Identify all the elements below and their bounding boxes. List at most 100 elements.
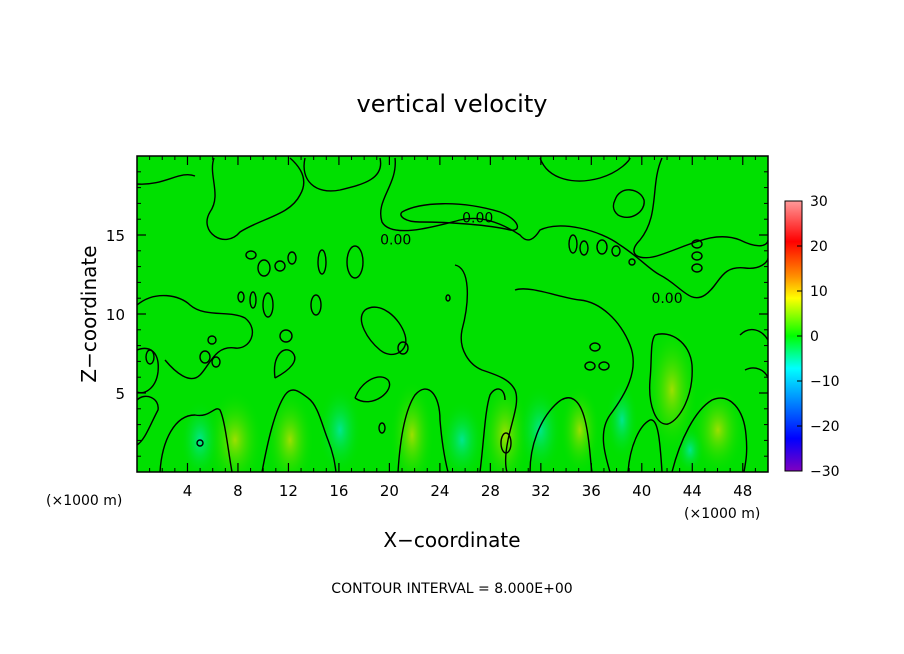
y-tick-label: 15 — [106, 227, 125, 245]
contour-line — [262, 292, 274, 318]
contour-line — [257, 259, 271, 277]
cool-cell — [676, 426, 704, 472]
contour-line — [346, 245, 364, 279]
contour-line — [287, 251, 297, 265]
y-tick-label: 5 — [115, 385, 125, 403]
contour-line — [627, 419, 663, 472]
x-unit-label-right: (×1000 m) — [684, 506, 760, 522]
x-tick-label: 12 — [279, 482, 298, 500]
contour-line — [500, 432, 512, 454]
contour-line — [196, 439, 204, 447]
colorbar-tick-label: 30 — [810, 194, 828, 210]
contour-line — [691, 239, 703, 249]
x-tick-label: 40 — [632, 482, 651, 500]
x-tick-label: 48 — [733, 482, 752, 500]
contour-line — [568, 234, 578, 254]
x-tick-label: 44 — [683, 482, 702, 500]
contour-line — [739, 328, 768, 341]
contour-line — [649, 333, 693, 425]
contour-labels: 0.00 0.00 0.00 — [380, 211, 683, 308]
contour-line — [633, 157, 768, 259]
contour-line — [514, 288, 634, 472]
y-tick-label: 10 — [106, 306, 125, 324]
contour-line — [596, 239, 608, 255]
contour-line — [354, 376, 391, 403]
contour-label: 0.00 — [380, 233, 411, 249]
contour-line — [137, 395, 159, 446]
x-tick-label: 24 — [430, 482, 449, 500]
contour-line — [397, 388, 449, 472]
contour-line — [159, 408, 233, 472]
contour-line — [691, 251, 703, 261]
contour-line — [529, 397, 593, 472]
colorbar-tick-label: 10 — [810, 284, 828, 300]
warm-cell — [692, 385, 744, 472]
cool-cell — [440, 400, 484, 472]
contour-line — [273, 349, 296, 379]
cool-cell — [180, 400, 220, 472]
contour-line — [137, 347, 159, 394]
contour-line — [211, 356, 221, 368]
x-tick-label: 28 — [481, 482, 500, 500]
contour-line — [310, 294, 322, 316]
contour-line — [261, 389, 337, 472]
x-tick-label: 8 — [233, 482, 243, 500]
cool-cell — [606, 380, 638, 460]
contour-line — [691, 263, 703, 273]
contour-line — [397, 341, 409, 355]
colorbar-tick-label: 20 — [810, 239, 828, 255]
contour-label: 0.00 — [462, 211, 493, 227]
contour-line — [137, 294, 254, 380]
colorbar-ticks: 30 20 10 0 −10 −20 −30 — [797, 194, 840, 480]
contour-line — [249, 291, 257, 309]
warm-cell — [646, 325, 698, 455]
x-axis-label: X−coordinate — [383, 528, 520, 552]
contour-line — [479, 388, 506, 472]
chart-title: vertical velocity — [357, 90, 548, 118]
contour-line — [579, 240, 589, 256]
contour-line — [598, 361, 610, 371]
colorbar-tick-label: 0 — [810, 329, 819, 345]
contour-label: 0.00 — [651, 291, 682, 307]
contour-line — [245, 250, 257, 260]
colorbar-tick-label: −20 — [810, 419, 840, 435]
contour-line — [145, 349, 155, 365]
contour-line — [589, 342, 601, 352]
contour-line — [611, 245, 621, 257]
contour-line — [454, 264, 518, 472]
contour-line — [400, 203, 519, 231]
x-tick-label: 32 — [531, 482, 550, 500]
contour-line — [206, 157, 305, 240]
contour-line — [303, 157, 382, 192]
contour-line — [380, 157, 768, 299]
contour-line — [279, 329, 293, 343]
contour-line — [584, 361, 596, 371]
contour-line — [317, 249, 327, 275]
contour-interval-footer: CONTOUR INTERVAL = 8.000E+00 — [331, 581, 572, 597]
cool-cell — [518, 385, 562, 472]
colorbar-tick-label: −10 — [810, 374, 840, 390]
contour-line — [539, 157, 631, 182]
contour-line — [274, 260, 286, 272]
contour-line — [671, 397, 748, 472]
contour-line — [612, 189, 645, 218]
x-tick-label: 20 — [380, 482, 399, 500]
x-tick-label: 16 — [329, 482, 348, 500]
contour-line — [628, 258, 636, 266]
x-unit-label-left: (×1000 m) — [46, 493, 122, 509]
y-axis-label: Z−coordinate — [77, 245, 101, 382]
x-tick-label: 36 — [582, 482, 601, 500]
warm-cell — [266, 390, 314, 472]
x-tick-label: 4 — [183, 482, 193, 500]
colorbar-tick-label: −30 — [810, 464, 840, 480]
contour-line — [207, 335, 217, 345]
contour-lines — [137, 157, 768, 472]
cool-cell — [318, 385, 362, 472]
contour-line — [137, 174, 196, 185]
contour-line — [199, 350, 211, 364]
contour-line — [378, 422, 386, 434]
warm-cell — [390, 380, 434, 472]
contour-line — [237, 291, 245, 303]
